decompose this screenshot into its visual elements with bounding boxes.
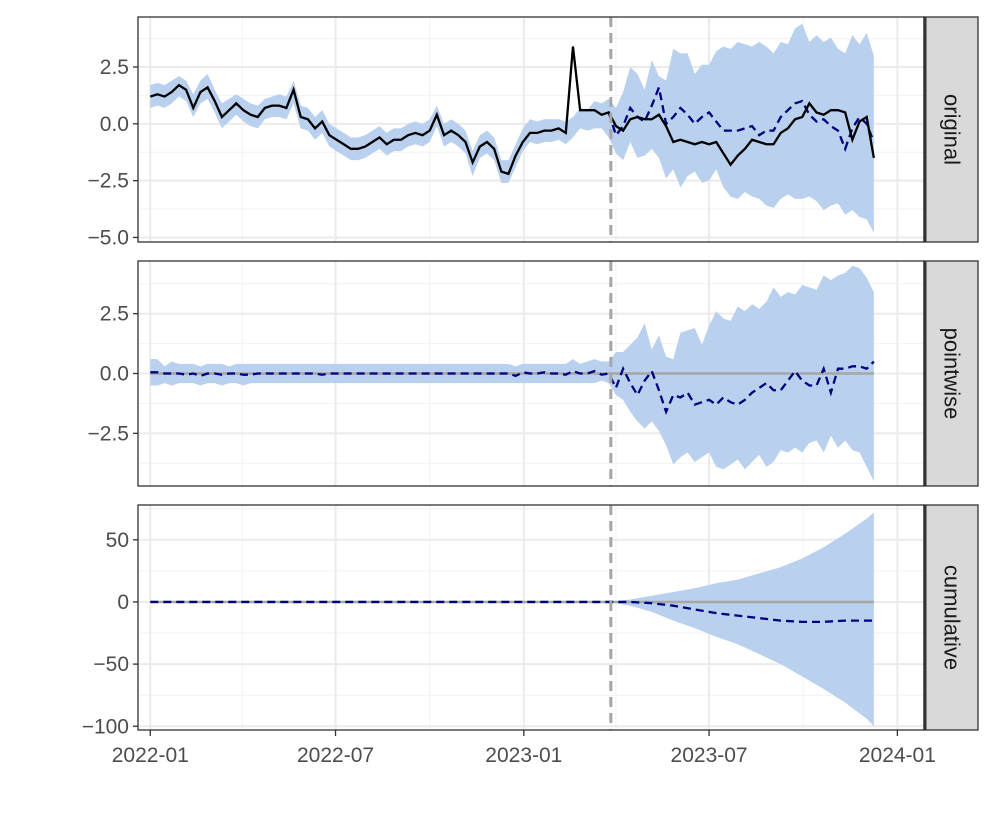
predicted-series-line [607, 83, 875, 153]
x-tick-label: 2024-01 [859, 744, 936, 767]
panel-cumulative: 50 0 −50 −100 cumulative [82, 504, 979, 738]
x-tick-label: 2022-07 [297, 744, 374, 767]
y-tick-label: −5.0 [88, 226, 129, 249]
y-tick-label: 2.5 [100, 303, 129, 326]
y-tick-label: 0.0 [100, 363, 129, 386]
x-tick-label: 2023-07 [671, 744, 748, 767]
panel-original: 2.5 0.0 −2.5 −5.0 original [88, 16, 979, 249]
facet-strip-label: cumulative [940, 565, 965, 670]
y-tick-label: −100 [82, 715, 129, 738]
x-tick-label: 2023-01 [485, 744, 562, 767]
observed-series-line [149, 46, 875, 176]
y-tick-label: 0 [117, 591, 129, 614]
confidence-band [150, 512, 874, 727]
facet-strip-label: original [940, 94, 965, 165]
facet-strip [923, 504, 979, 731]
y-tick-label: −50 [93, 653, 129, 676]
y-tick-label: 2.5 [100, 56, 129, 79]
effect-series-line [150, 600, 874, 623]
y-tick-label: 0.0 [100, 113, 129, 136]
facet-strip [923, 16, 979, 243]
y-tick-label: −2.5 [88, 422, 129, 445]
x-axis: 2022-01 2022-07 2023-01 2023-07 2024-01 [112, 730, 936, 767]
y-tick-label: 50 [106, 529, 129, 552]
x-tick-label: 2022-01 [112, 744, 189, 767]
panel-pointwise: 2.5 0.0 −2.5 pointwise [88, 260, 979, 487]
facet-strip [923, 260, 979, 487]
effect-series-line [150, 360, 875, 416]
facet-strip-label: pointwise [940, 328, 965, 420]
confidence-band [150, 23, 874, 233]
y-tick-label: −2.5 [88, 170, 129, 193]
